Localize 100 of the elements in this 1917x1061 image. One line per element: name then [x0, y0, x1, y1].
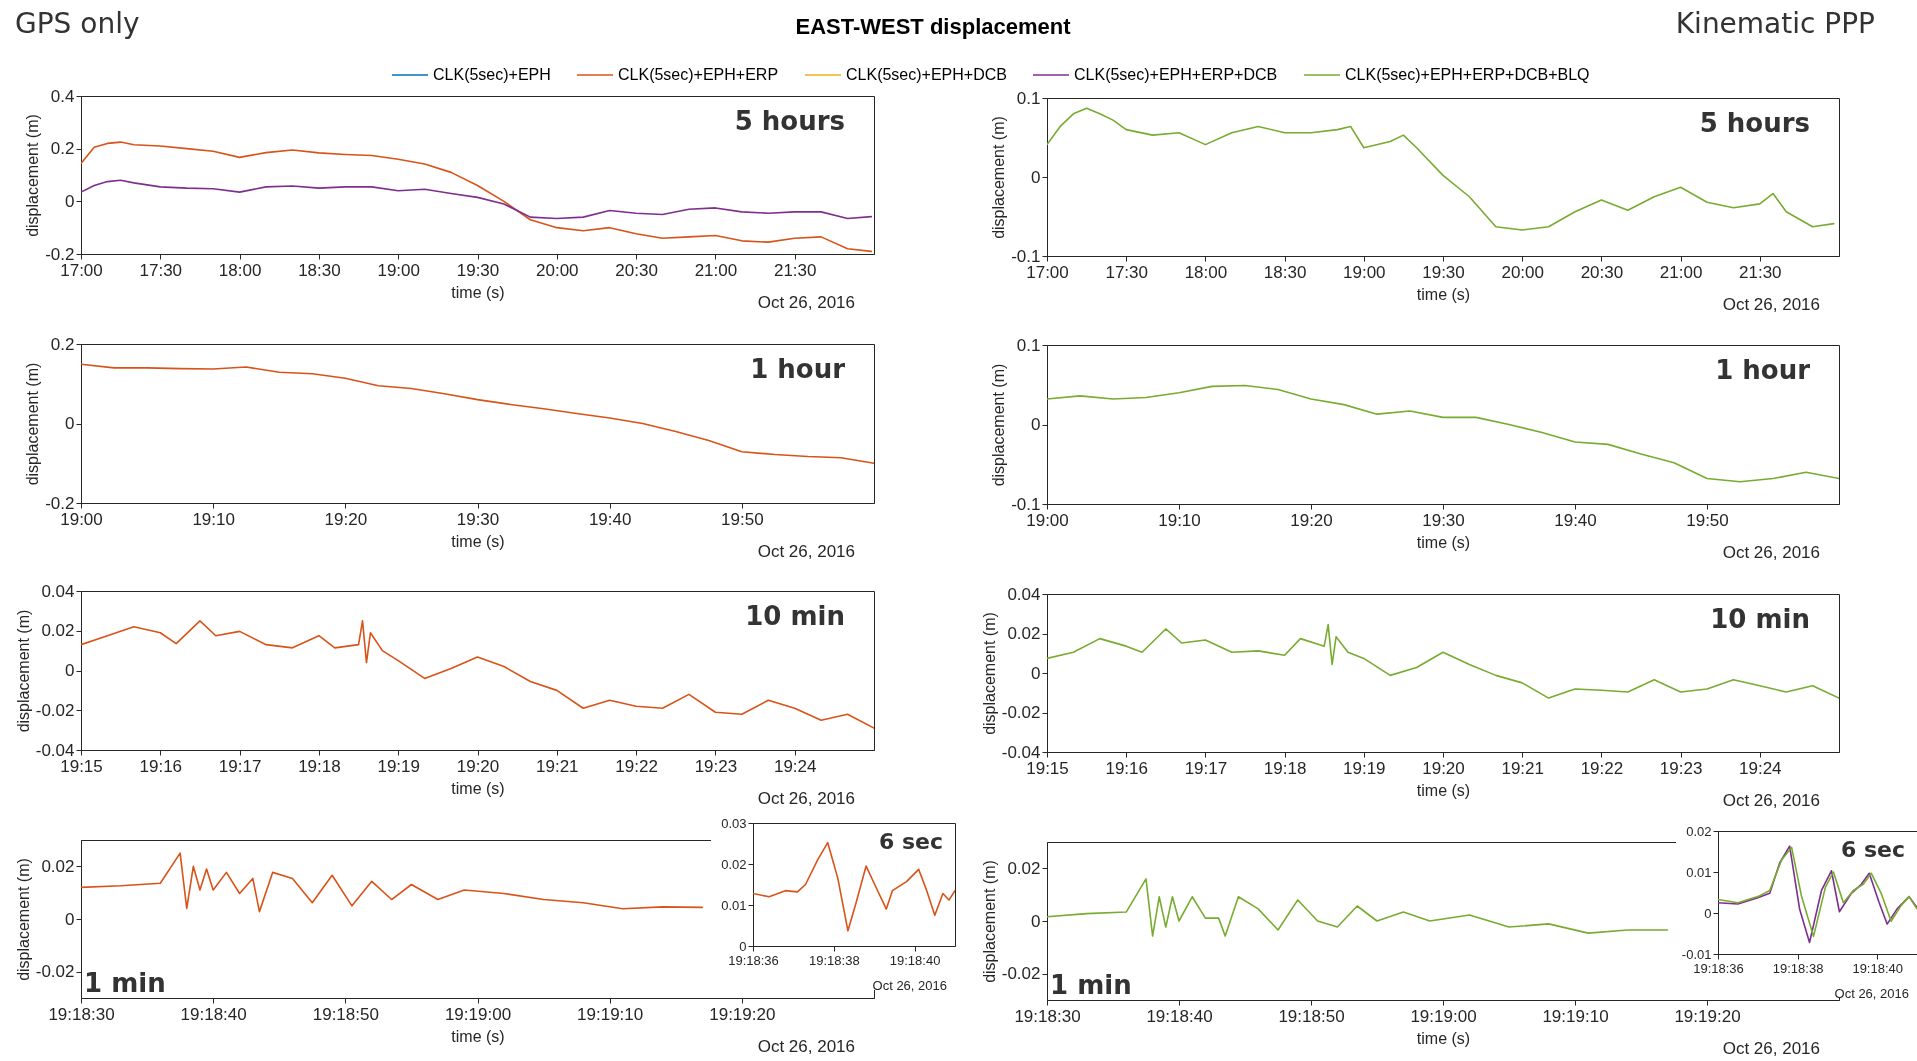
x-tick-label: 19:23	[694, 756, 738, 776]
y-tick-label: 0.02	[721, 856, 747, 872]
x-tick-label: 19:22	[1580, 758, 1624, 778]
x-axis-title: time (s)	[451, 779, 505, 797]
x-tick-label: 19:20	[1422, 758, 1465, 778]
y-tick-label: 0.02	[1007, 624, 1041, 643]
x-tick-label: 17:30	[1105, 262, 1148, 282]
x-tick-label: 19:17	[1184, 758, 1228, 778]
text: Oct 26, 2016	[757, 541, 855, 563]
x-tick-label: 19:10	[1158, 510, 1201, 530]
x-tick-label: 18:30	[1263, 262, 1307, 282]
x-tick-label: 19:00	[1343, 262, 1386, 282]
legend-label: CLK(5sec)+EPH+ERP+DCB+BLQ	[1345, 66, 1590, 83]
x-tick-label: 19:23	[1659, 758, 1703, 778]
y-tick-label: -0.02	[1001, 703, 1041, 722]
annotation: 1 hour	[1715, 355, 1810, 387]
text: Oct 26, 2016	[757, 1036, 855, 1058]
y-tick-label: 0	[65, 909, 75, 929]
annotation: Oct 26, 2016	[872, 978, 947, 994]
x-tick-label: 17:30	[139, 260, 183, 280]
text: Oct 26, 2016	[1722, 542, 1820, 564]
text: Oct 26, 2016	[1722, 1038, 1820, 1060]
x-tick-label: 19:24	[1739, 758, 1782, 778]
y-tick-label: 0	[1031, 663, 1041, 683]
y-axis-title: displacement (m)	[980, 860, 998, 983]
y-axis-title: displacement (m)	[24, 362, 42, 486]
x-tick-label: 19:19:20	[1674, 1006, 1741, 1026]
y-tick-label: 0	[65, 661, 75, 680]
x-tick-label: 19:18:36	[728, 952, 779, 968]
text: Oct 26, 2016	[1722, 294, 1820, 316]
y-tick-label: 0.01	[1686, 864, 1712, 880]
text: EAST-WEST displacement	[795, 13, 1071, 41]
x-tick-label: 18:00	[1184, 262, 1228, 282]
x-tick-label: 19:19:10	[577, 1004, 644, 1024]
x-tick-label: 19:18	[298, 756, 341, 776]
y-tick-label: 0	[739, 938, 747, 954]
y-axis-title: displacement (m)	[24, 114, 42, 237]
x-axis-title: time (s)	[451, 1027, 505, 1045]
x-tick-label: 19:20	[1290, 510, 1333, 530]
annotation: 5 hours	[1699, 108, 1810, 140]
y-tick-label: 0.1	[1016, 88, 1041, 108]
x-axis-title: time (s)	[1416, 1029, 1471, 1047]
x-tick-label: 20:30	[615, 260, 658, 280]
y-tick-label: -0.02	[1001, 964, 1041, 984]
annotation: 6 sec	[878, 828, 943, 856]
x-tick-label: 21:00	[1659, 262, 1703, 282]
x-tick-label: 19:21	[1501, 758, 1544, 778]
x-tick-label: 19:18:30	[1014, 1006, 1081, 1026]
y-tick-label: 0.04	[1007, 584, 1041, 604]
y-tick-label: 0	[65, 191, 75, 211]
x-tick-label: 19:20	[324, 509, 368, 529]
y-axis-title: displacement (m)	[990, 116, 1008, 239]
x-tick-label: 19:19	[1343, 758, 1386, 778]
x-tick-label: 19:18:38	[809, 952, 860, 968]
x-tick-label: 19:19:00	[444, 1004, 512, 1024]
chart-subtitle: Kinematic PPP	[1675, 7, 1875, 41]
x-tick-label: 19:19:00	[1410, 1006, 1477, 1026]
annotation: 1 min	[84, 968, 166, 1000]
y-tick-label: 0.4	[50, 86, 75, 106]
text: Oct 26, 2016	[1722, 790, 1820, 812]
x-axis-title: time (s)	[1416, 533, 1471, 551]
y-tick-label: -0.01	[1681, 946, 1712, 962]
x-tick-label: 18:00	[218, 260, 262, 280]
x-tick-label: 19:30	[1422, 510, 1465, 530]
y-tick-label: 0.01	[721, 897, 747, 913]
chart-subtitle: GPS only	[15, 7, 140, 41]
y-tick-label: -0.02	[35, 700, 75, 720]
text: Oct 26, 2016	[757, 788, 855, 810]
y-axis-title: displacement (m)	[980, 612, 998, 735]
x-tick-label: 19:40	[588, 509, 632, 529]
y-axis-title: displacement (m)	[990, 363, 1008, 487]
x-tick-label: 19:18:40	[889, 952, 941, 968]
x-tick-label: 19:40	[1554, 510, 1597, 530]
x-tick-label: 19:18:50	[312, 1004, 379, 1024]
y-axis-title: displacement (m)	[14, 609, 32, 733]
x-tick-label: 19:24	[773, 756, 817, 776]
x-tick-label: 21:30	[773, 260, 817, 280]
annotation: 6 sec	[1840, 836, 1905, 864]
y-tick-label: 0	[1031, 415, 1041, 434]
x-tick-label: 19:18	[1263, 758, 1307, 778]
x-axis-title: time (s)	[451, 283, 505, 301]
y-tick-label: 0.02	[41, 621, 75, 641]
legend-label: CLK(5sec)+EPH	[433, 66, 551, 83]
x-tick-label: 19:18:38	[1772, 960, 1824, 976]
x-tick-label: 20:00	[536, 260, 579, 280]
x-tick-label: 19:50	[721, 509, 764, 529]
line-series	[81, 141, 873, 253]
y-tick-label: 0.2	[50, 334, 75, 354]
legend-label: CLK(5sec)+EPH+ERP	[618, 66, 779, 83]
y-tick-label: 0	[65, 414, 75, 433]
annotation: 1 hour	[750, 354, 845, 386]
x-tick-label: 19:30	[1422, 262, 1465, 282]
annotation: 10 min	[745, 601, 845, 633]
x-tick-label: 20:00	[1501, 262, 1544, 282]
y-axis-title: displacement (m)	[14, 858, 32, 981]
x-tick-label: 19:18:40	[180, 1004, 247, 1024]
x-axis-title: time (s)	[451, 532, 505, 550]
x-tick-label: 21:00	[694, 260, 738, 280]
x-tick-label: 19:18:40	[1146, 1006, 1213, 1026]
annotation: 1 min	[1050, 970, 1132, 1002]
